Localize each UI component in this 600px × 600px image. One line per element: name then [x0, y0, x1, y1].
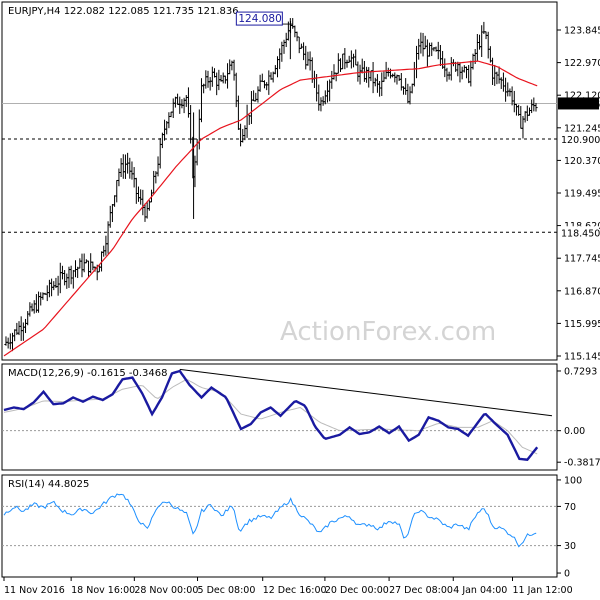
y-tick-label: 115.995 — [564, 319, 600, 330]
y-tick-label: 122.970 — [564, 58, 600, 69]
x-tick-label: 4 Jan 04:00 — [453, 585, 507, 596]
x-tick-label: 11 Nov 2016 — [4, 585, 65, 596]
axes-layer: 123.845 122.970 122.120 121.245 120.370 119.4… — [3, 26, 600, 596]
high-label-box — [235, 11, 283, 26]
rsi-line — [3, 493, 537, 548]
rsi-y-tick-label: 70 — [564, 502, 576, 513]
support1-flag-text: 120.900 — [561, 135, 600, 146]
price-title: EURJPY,H4 122.082 122.085 121.735 121.83… — [8, 6, 239, 17]
last-price-flag-text: 121.836 — [561, 99, 600, 110]
support2-flag — [558, 226, 599, 239]
x-tick-label: 11 Jan 12:00 — [513, 585, 573, 596]
high-label-text: 124.080 — [238, 13, 281, 25]
macd-y-tick-label: -0.3817 — [564, 458, 600, 469]
support1-flag — [558, 133, 599, 146]
y-tick-label: 117.745 — [564, 254, 600, 265]
macd-title: MACD(12,26,9) -0.1615 -0.3468 — [8, 368, 168, 379]
x-tick-label: 28 Nov 00:00 — [134, 585, 198, 596]
macd-line — [3, 369, 539, 461]
y-tick-label: 122.120 — [564, 91, 600, 102]
rsi-panel — [1, 474, 558, 578]
macd-signal-line — [3, 379, 538, 455]
x-tick-label: 5 Dec 08:00 — [198, 585, 256, 596]
price-layer: 124.080 — [2, 11, 557, 357]
y-tick-label: 121.245 — [564, 123, 600, 134]
last-price-flag — [558, 97, 599, 110]
rsi-y-tick-label: 0 — [564, 569, 570, 580]
rsi-y-tick-label: 100 — [564, 475, 582, 486]
y-tick-label: 120.370 — [564, 156, 600, 167]
rsi-y-tick-label: 30 — [564, 541, 576, 552]
moving-average-line — [3, 60, 538, 357]
macd-y-tick-label: 0.7293 — [564, 366, 597, 377]
y-tick-label: 119.495 — [564, 189, 600, 200]
macd-layer — [2, 368, 557, 461]
watermark: ActionForex.com — [280, 317, 496, 347]
macd-y-tick-label: 0.00 — [564, 426, 585, 437]
x-tick-label: 12 Dec 16:00 — [263, 585, 327, 596]
x-tick-label: 27 Dec 08:00 — [389, 585, 453, 596]
rsi-layer — [2, 493, 557, 548]
macd-panel — [1, 363, 558, 471]
rsi-title: RSI(14) 44.8025 — [8, 479, 89, 490]
x-tick-label: 20 Dec 00:00 — [325, 585, 389, 596]
x-tick-label: 18 Nov 16:00 — [71, 585, 135, 596]
y-tick-label: 116.870 — [564, 286, 600, 297]
y-tick-label: 123.845 — [564, 26, 600, 37]
macd-trendline — [179, 368, 553, 417]
y-tick-label: 115.145 — [564, 352, 600, 363]
support2-flag-text: 118.450 — [561, 228, 600, 239]
